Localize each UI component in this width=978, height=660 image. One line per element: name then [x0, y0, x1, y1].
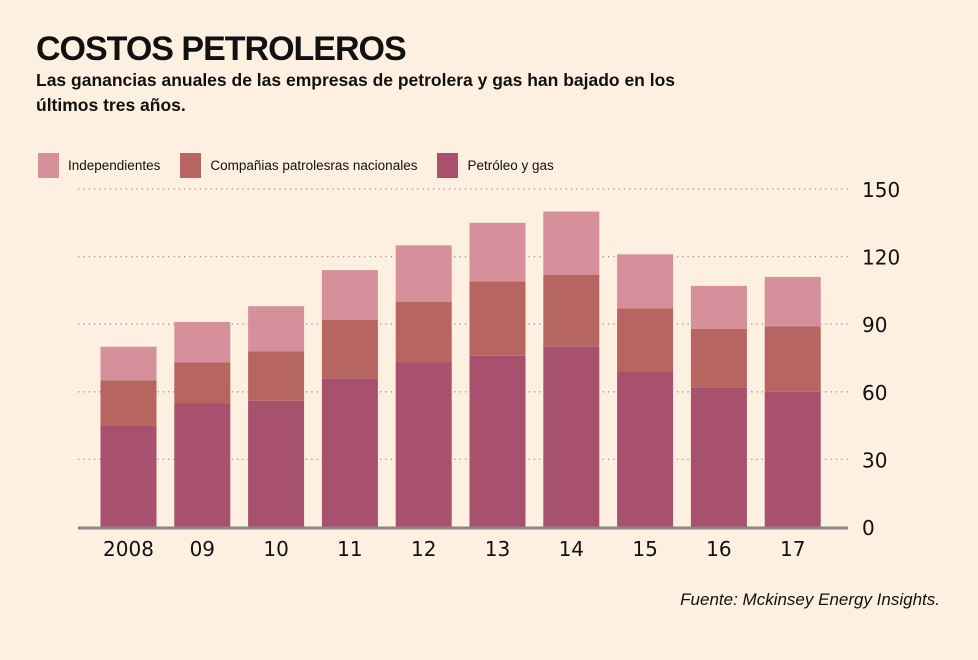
bar-segment-nacionales-16 — [690, 328, 747, 388]
legend-swatch-independientes — [38, 153, 59, 178]
legend-item-nacionales: Compañias patrolesras nacionales — [180, 153, 417, 178]
x-tick-label: 11 — [337, 537, 362, 561]
bar-segment-petroleo-2008 — [100, 425, 157, 527]
bar-segment-independientes-11 — [321, 270, 378, 320]
bar-segment-nacionales-10 — [248, 351, 305, 401]
legend-swatch-petroleo — [437, 153, 459, 178]
bar-segment-nacionales-11 — [321, 319, 378, 379]
y-tick-label: 90 — [862, 313, 887, 337]
y-tick-label: 0 — [862, 516, 875, 540]
x-tick-label: 10 — [263, 537, 288, 561]
y-tick-label: 60 — [862, 381, 887, 405]
bar-segment-nacionales-15 — [617, 308, 674, 372]
x-tick-label: 09 — [190, 537, 215, 561]
chart-subtitle: Las ganancias anuales de las empresas de… — [36, 70, 676, 115]
bar-segment-independientes-2008 — [100, 346, 157, 381]
bar-segment-petroleo-16 — [690, 387, 747, 527]
bar-segment-nacionales-14 — [543, 274, 600, 347]
x-tick-label: 17 — [780, 537, 805, 561]
bar-segment-independientes-12 — [395, 245, 452, 302]
bar-segment-independientes-10 — [248, 306, 305, 352]
legend-label-independientes: Independientes — [68, 158, 161, 173]
x-tick-label: 2008 — [103, 537, 154, 561]
bar-segment-nacionales-12 — [395, 301, 452, 363]
x-tick-label: 13 — [485, 537, 510, 561]
bar-segment-independientes-17 — [764, 276, 821, 327]
bar-segment-petroleo-13 — [469, 355, 526, 527]
bar-segment-independientes-09 — [174, 321, 231, 363]
legend-swatch-nacionales — [180, 153, 202, 178]
x-tick-label: 15 — [632, 537, 657, 561]
bar-segment-petroleo-11 — [321, 378, 378, 527]
bar-segment-petroleo-10 — [248, 400, 305, 527]
bar-segment-petroleo-15 — [617, 371, 674, 527]
bar-segment-petroleo-17 — [764, 391, 821, 527]
x-tick-label: 12 — [411, 537, 436, 561]
legend-item-petroleo: Petróleo y gas — [437, 153, 554, 178]
bar-segment-petroleo-12 — [395, 362, 452, 527]
bar-segment-nacionales-09 — [174, 362, 231, 404]
bar-segment-petroleo-14 — [543, 346, 600, 527]
bar-segment-independientes-15 — [617, 254, 674, 309]
y-tick-label: 30 — [862, 448, 887, 472]
x-tick-label: 14 — [559, 537, 584, 561]
bar-segment-independientes-16 — [690, 285, 747, 329]
legend-label-petroleo: Petróleo y gas — [467, 158, 554, 173]
bar-segment-nacionales-17 — [764, 326, 821, 392]
bar-segment-independientes-13 — [469, 222, 526, 282]
source-note: Fuente: Mckinsey Energy Insights. — [680, 590, 940, 609]
bar-segment-nacionales-13 — [469, 281, 526, 356]
legend-label-nacionales: Compañias patrolesras nacionales — [210, 158, 418, 173]
legend-item-independientes: Independientes — [38, 153, 160, 178]
chart-title: COSTOS PETROLEROS — [36, 30, 407, 68]
axes: 0 30 60 90 120 150 2008 09 10 11 12 13 14 15 16 17 — [78, 178, 900, 561]
y-tick-label: 150 — [862, 178, 900, 202]
bars — [100, 211, 821, 527]
y-tick-label: 120 — [862, 246, 900, 270]
bar-segment-nacionales-2008 — [100, 380, 157, 426]
bar-segment-petroleo-09 — [174, 403, 231, 527]
legend: Independientes Compañias patrolesras nac… — [38, 153, 574, 178]
x-tick-label: 16 — [706, 537, 731, 561]
bar-segment-independientes-14 — [543, 211, 600, 275]
